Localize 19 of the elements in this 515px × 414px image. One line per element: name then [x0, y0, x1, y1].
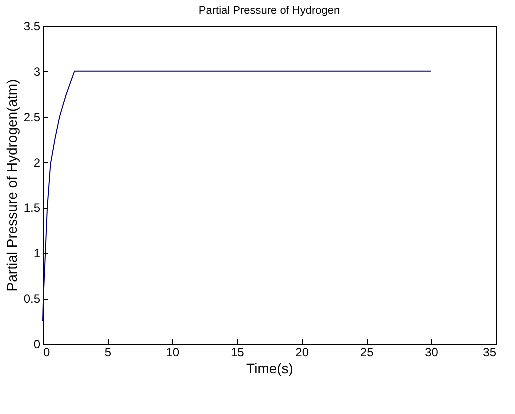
- x-tick-label: 15: [230, 346, 245, 360]
- x-tick-label: 5: [104, 346, 112, 360]
- x-tick-label: 10: [166, 346, 180, 360]
- y-tick-label: 2: [34, 156, 41, 170]
- x-tick-label: 0: [44, 346, 50, 360]
- y-tick-label: 1: [34, 246, 41, 261]
- y-tick-label: 3.5: [24, 20, 41, 34]
- y-axis-title: Partial Pressure of Hydrogen(atm): [4, 79, 20, 292]
- x-tick-label: 25: [360, 346, 374, 360]
- x-tick-label: 30: [425, 346, 439, 360]
- y-tick-label: 2.5: [24, 110, 41, 124]
- y-tick-label: 0.5: [24, 292, 41, 306]
- y-tick-label: 1.5: [24, 201, 41, 216]
- y-tick-label: 3: [34, 64, 41, 79]
- x-tick-label: 20: [296, 346, 310, 360]
- line-series: [42, 70, 432, 322]
- x-tick-label: 35: [483, 346, 497, 360]
- x-axis-title: Time(s): [246, 360, 294, 376]
- chart-title: Partial Pressure of Hydrogen: [198, 5, 340, 17]
